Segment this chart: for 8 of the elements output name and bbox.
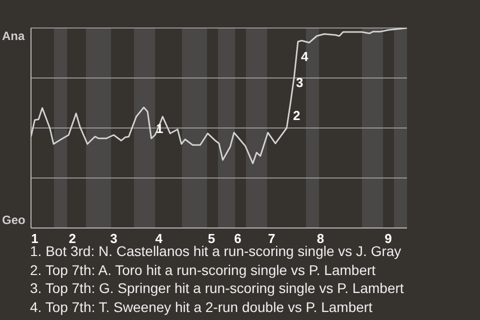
text: 2. Top 7th: A. Toro hit a run-scoring single vs P. Lambert (30, 260, 377, 279)
text: 3. Top 7th: G. Springer hit a run-scoring single vs P. Lambert (30, 279, 404, 298)
annotation: 4 (301, 49, 308, 65)
annotation: 3 (296, 75, 304, 91)
text: Ana (2, 28, 25, 44)
annotation: 2 (293, 108, 300, 124)
text: 4. Top 7th: T. Sweeney hit a 2-run double vs P. Lambert (30, 298, 374, 316)
text: Geo (2, 212, 26, 228)
